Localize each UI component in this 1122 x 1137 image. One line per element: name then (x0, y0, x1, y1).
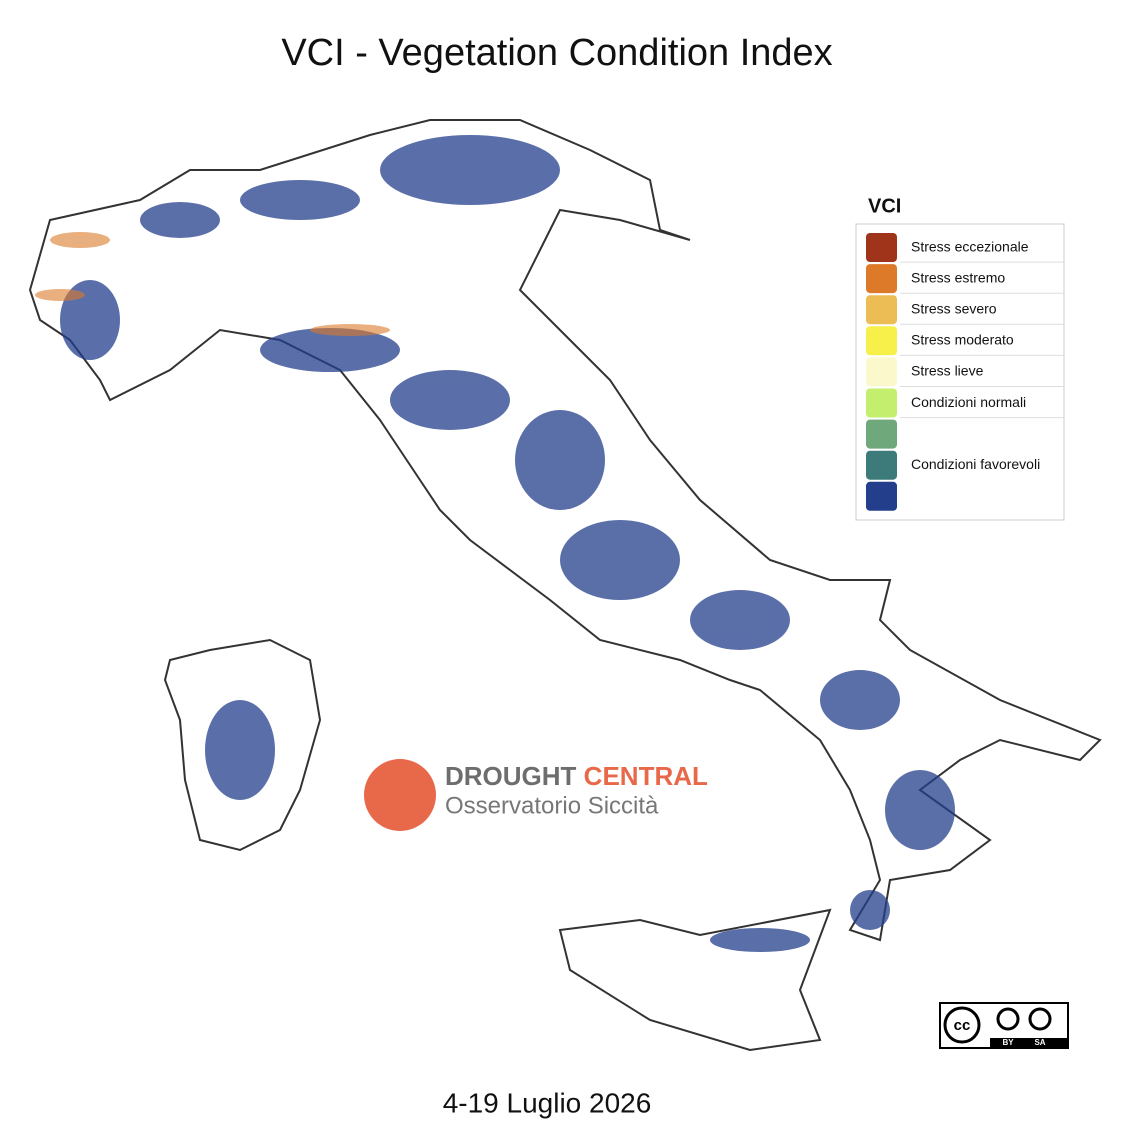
legend-label: Condizioni favorevoli (911, 456, 1040, 472)
legend-swatch (866, 419, 897, 449)
logo-subtitle: Osservatorio Siccità (445, 792, 659, 819)
legend-swatch (866, 233, 897, 262)
map (28, 119, 1102, 1052)
logo: DROUGHT CENTRAL Osservatorio Siccità (364, 759, 708, 831)
legend-label: Stress severo (911, 300, 997, 316)
by-icon (996, 1007, 1020, 1031)
sa-text: SA (1034, 1038, 1045, 1047)
legend-label: Stress lieve (911, 363, 984, 379)
legend-swatch (866, 357, 897, 387)
license-badge: cc BY SA (939, 1002, 1069, 1049)
date: 4-19 Luglio 2026 (443, 1087, 652, 1118)
legend-label: Stress estremo (911, 269, 1005, 285)
logo-word: DROUGHT (445, 761, 577, 791)
stress-patches (35, 232, 390, 336)
peninsula (28, 119, 1102, 942)
cc-circle (943, 1006, 981, 1044)
cc-text: cc (954, 1017, 971, 1034)
title: VCI - Vegetation Condition Index (281, 32, 832, 74)
legend-label: Stress eccezionale (911, 238, 1029, 254)
badge-strip (990, 1038, 1068, 1048)
logo-word: CENTRAL (584, 761, 708, 791)
legend-title: VCI (868, 195, 901, 217)
legend-label: Condizioni normali (911, 394, 1026, 410)
legend-swatch (866, 388, 897, 418)
logo-title: DROUGHT CENTRAL (445, 761, 708, 791)
legend-label: Stress moderato (911, 332, 1014, 348)
logo-badge (364, 759, 436, 831)
sa-icon (1028, 1007, 1052, 1031)
legend-swatch (866, 481, 897, 511)
legend-swatch (866, 295, 897, 325)
legend-swatch (866, 326, 897, 356)
legend-swatch (866, 264, 897, 294)
legend: Stress eccezionale Stress estremo Stress s… (866, 233, 1064, 511)
legend-swatch (866, 450, 897, 480)
by-text: BY (1002, 1038, 1014, 1047)
vegetation-patches (60, 135, 955, 952)
